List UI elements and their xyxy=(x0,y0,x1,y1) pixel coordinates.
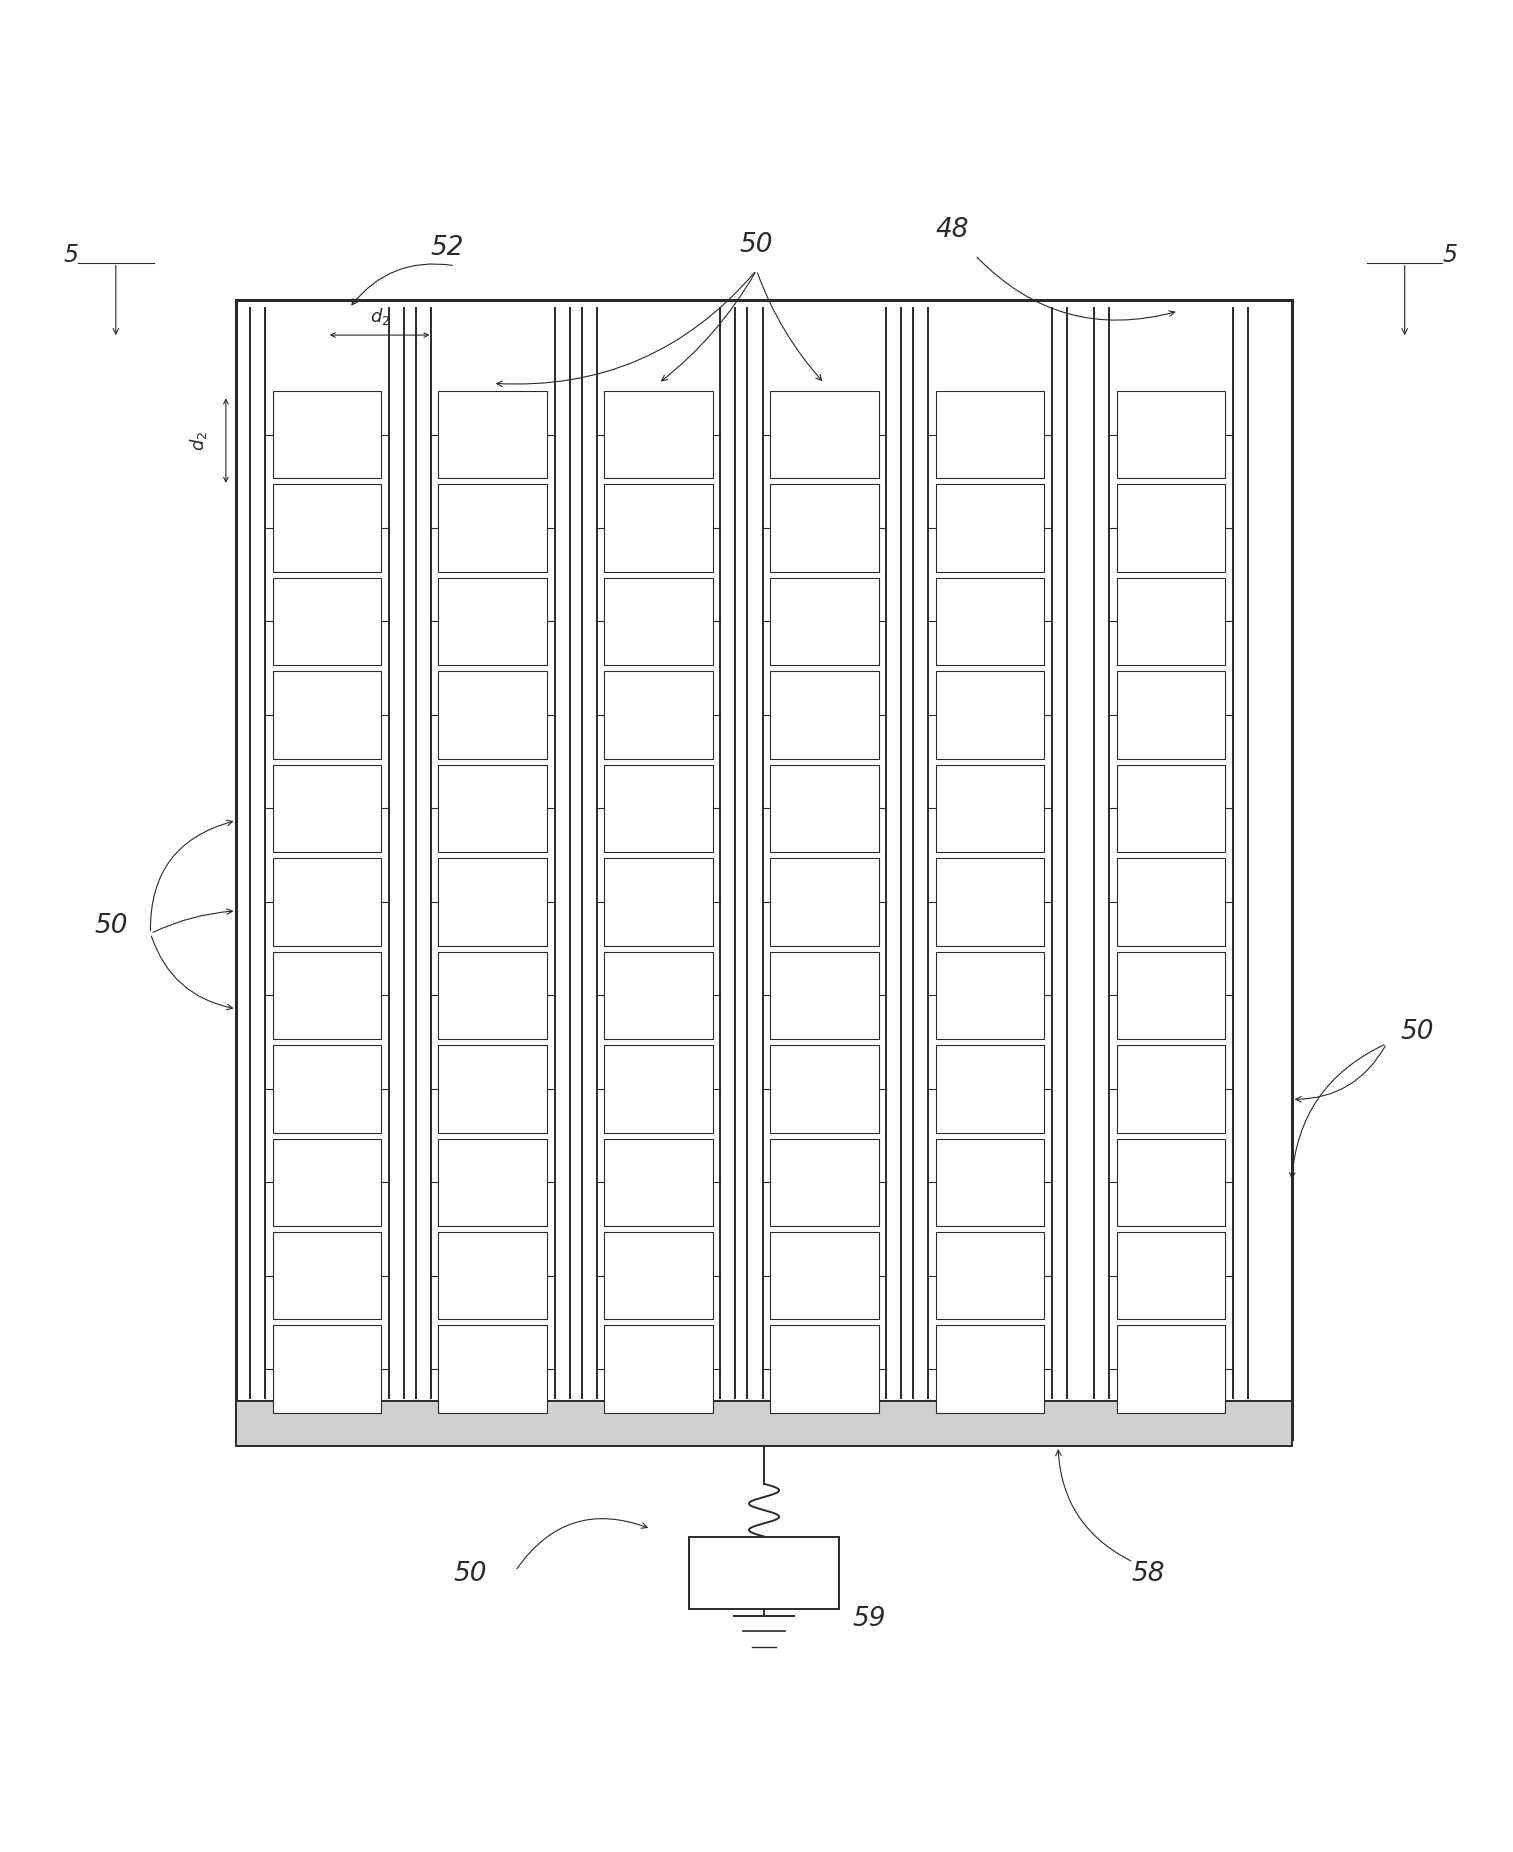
Text: 48: 48 xyxy=(935,217,970,243)
Text: 52: 52 xyxy=(431,235,464,261)
Bar xyxy=(439,1045,548,1133)
Bar xyxy=(937,578,1044,665)
Bar xyxy=(937,485,1044,572)
Bar xyxy=(439,1139,548,1226)
Bar xyxy=(1117,1045,1226,1133)
Bar xyxy=(1117,952,1226,1039)
Text: 50: 50 xyxy=(740,232,773,257)
Bar xyxy=(1117,1326,1226,1413)
Bar xyxy=(770,857,879,946)
Bar xyxy=(770,765,879,852)
Text: $d_2$: $d_2$ xyxy=(369,306,390,328)
Bar xyxy=(439,485,548,572)
Bar xyxy=(937,1232,1044,1319)
Text: 50: 50 xyxy=(1400,1019,1433,1045)
Bar xyxy=(272,952,381,1039)
Bar xyxy=(439,391,548,478)
Bar xyxy=(1117,485,1226,572)
Bar xyxy=(770,578,879,665)
Bar xyxy=(1117,391,1226,478)
Bar xyxy=(604,578,713,665)
Bar xyxy=(770,391,879,478)
Bar xyxy=(272,391,381,478)
Bar xyxy=(604,1232,713,1319)
Bar xyxy=(770,1232,879,1319)
Text: 50: 50 xyxy=(95,913,129,939)
Bar xyxy=(604,1139,713,1226)
Bar xyxy=(439,952,548,1039)
Bar xyxy=(1117,1232,1226,1319)
Bar xyxy=(604,1045,713,1133)
Bar xyxy=(604,952,713,1039)
Bar xyxy=(937,765,1044,852)
Bar xyxy=(688,1537,840,1609)
Bar xyxy=(439,1232,548,1319)
Bar xyxy=(937,1139,1044,1226)
Bar xyxy=(937,391,1044,478)
Bar xyxy=(1117,578,1226,665)
Bar xyxy=(770,1326,879,1413)
Text: 5: 5 xyxy=(1442,243,1457,267)
Text: 50: 50 xyxy=(454,1561,487,1587)
Bar xyxy=(272,670,381,759)
Bar xyxy=(770,670,879,759)
Bar xyxy=(272,578,381,665)
Bar xyxy=(272,1326,381,1413)
Bar xyxy=(1117,1139,1226,1226)
Bar xyxy=(272,1045,381,1133)
Bar xyxy=(439,857,548,946)
Bar xyxy=(604,391,713,478)
Text: 5: 5 xyxy=(64,243,79,267)
Bar xyxy=(236,1400,1292,1446)
Bar xyxy=(604,485,713,572)
Bar xyxy=(937,1326,1044,1413)
Bar xyxy=(937,857,1044,946)
Bar xyxy=(439,765,548,852)
Bar xyxy=(272,857,381,946)
Bar xyxy=(604,1326,713,1413)
Bar xyxy=(937,1045,1044,1133)
Text: 58: 58 xyxy=(1132,1561,1165,1587)
Bar xyxy=(272,765,381,852)
Bar xyxy=(937,952,1044,1039)
Bar xyxy=(604,765,713,852)
Bar xyxy=(770,1139,879,1226)
Text: 59: 59 xyxy=(853,1606,887,1632)
Bar xyxy=(604,857,713,946)
Bar xyxy=(604,670,713,759)
Text: $d_2$: $d_2$ xyxy=(188,430,209,450)
Bar xyxy=(272,1232,381,1319)
Bar xyxy=(1117,857,1226,946)
Bar xyxy=(770,952,879,1039)
Bar xyxy=(1117,670,1226,759)
Bar xyxy=(439,1326,548,1413)
Bar xyxy=(770,485,879,572)
Bar xyxy=(439,670,548,759)
Bar xyxy=(236,300,1292,1439)
Bar xyxy=(1117,765,1226,852)
Bar xyxy=(272,485,381,572)
Bar xyxy=(937,670,1044,759)
Bar xyxy=(272,1139,381,1226)
Bar xyxy=(439,578,548,665)
Bar xyxy=(770,1045,879,1133)
